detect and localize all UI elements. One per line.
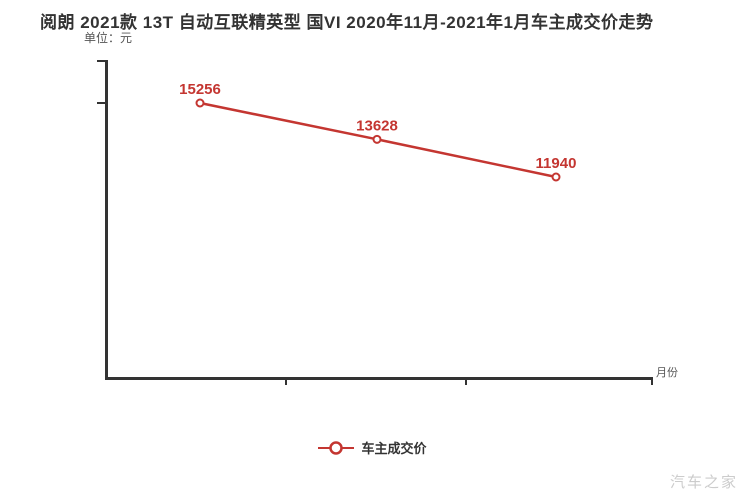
x-axis-label: 月份 <box>656 367 678 379</box>
x-axis-tick-3 <box>651 380 653 385</box>
y-axis-tick-top <box>97 60 105 62</box>
data-point-1 <box>195 98 205 108</box>
data-point-3 <box>551 172 561 182</box>
series-owner-price: 15256 13628 11940 <box>179 81 577 182</box>
x-axis-line <box>105 377 653 380</box>
data-label-3: 11940 <box>536 155 577 172</box>
data-label-2: 13628 <box>356 117 398 134</box>
chart-title: 阅朗 2021款 13T 自动互联精英型 国VI 2020年11月-2021年1… <box>40 13 654 32</box>
legend-line-marker-icon <box>318 440 355 455</box>
data-point-2 <box>372 134 382 144</box>
data-label-1: 15256 <box>179 81 221 98</box>
legend: 车主成交价 <box>0 438 744 457</box>
autohome-watermark: 汽车之家 <box>669 474 738 491</box>
y-axis-unit-label: 单位：元 <box>84 31 133 45</box>
legend-series-label: 车主成交价 <box>361 441 427 456</box>
x-axis-tick-2 <box>465 380 467 385</box>
y-axis-tick-value <box>97 102 105 104</box>
x-axis-tick-1 <box>285 380 287 385</box>
y-axis-line <box>105 60 108 379</box>
